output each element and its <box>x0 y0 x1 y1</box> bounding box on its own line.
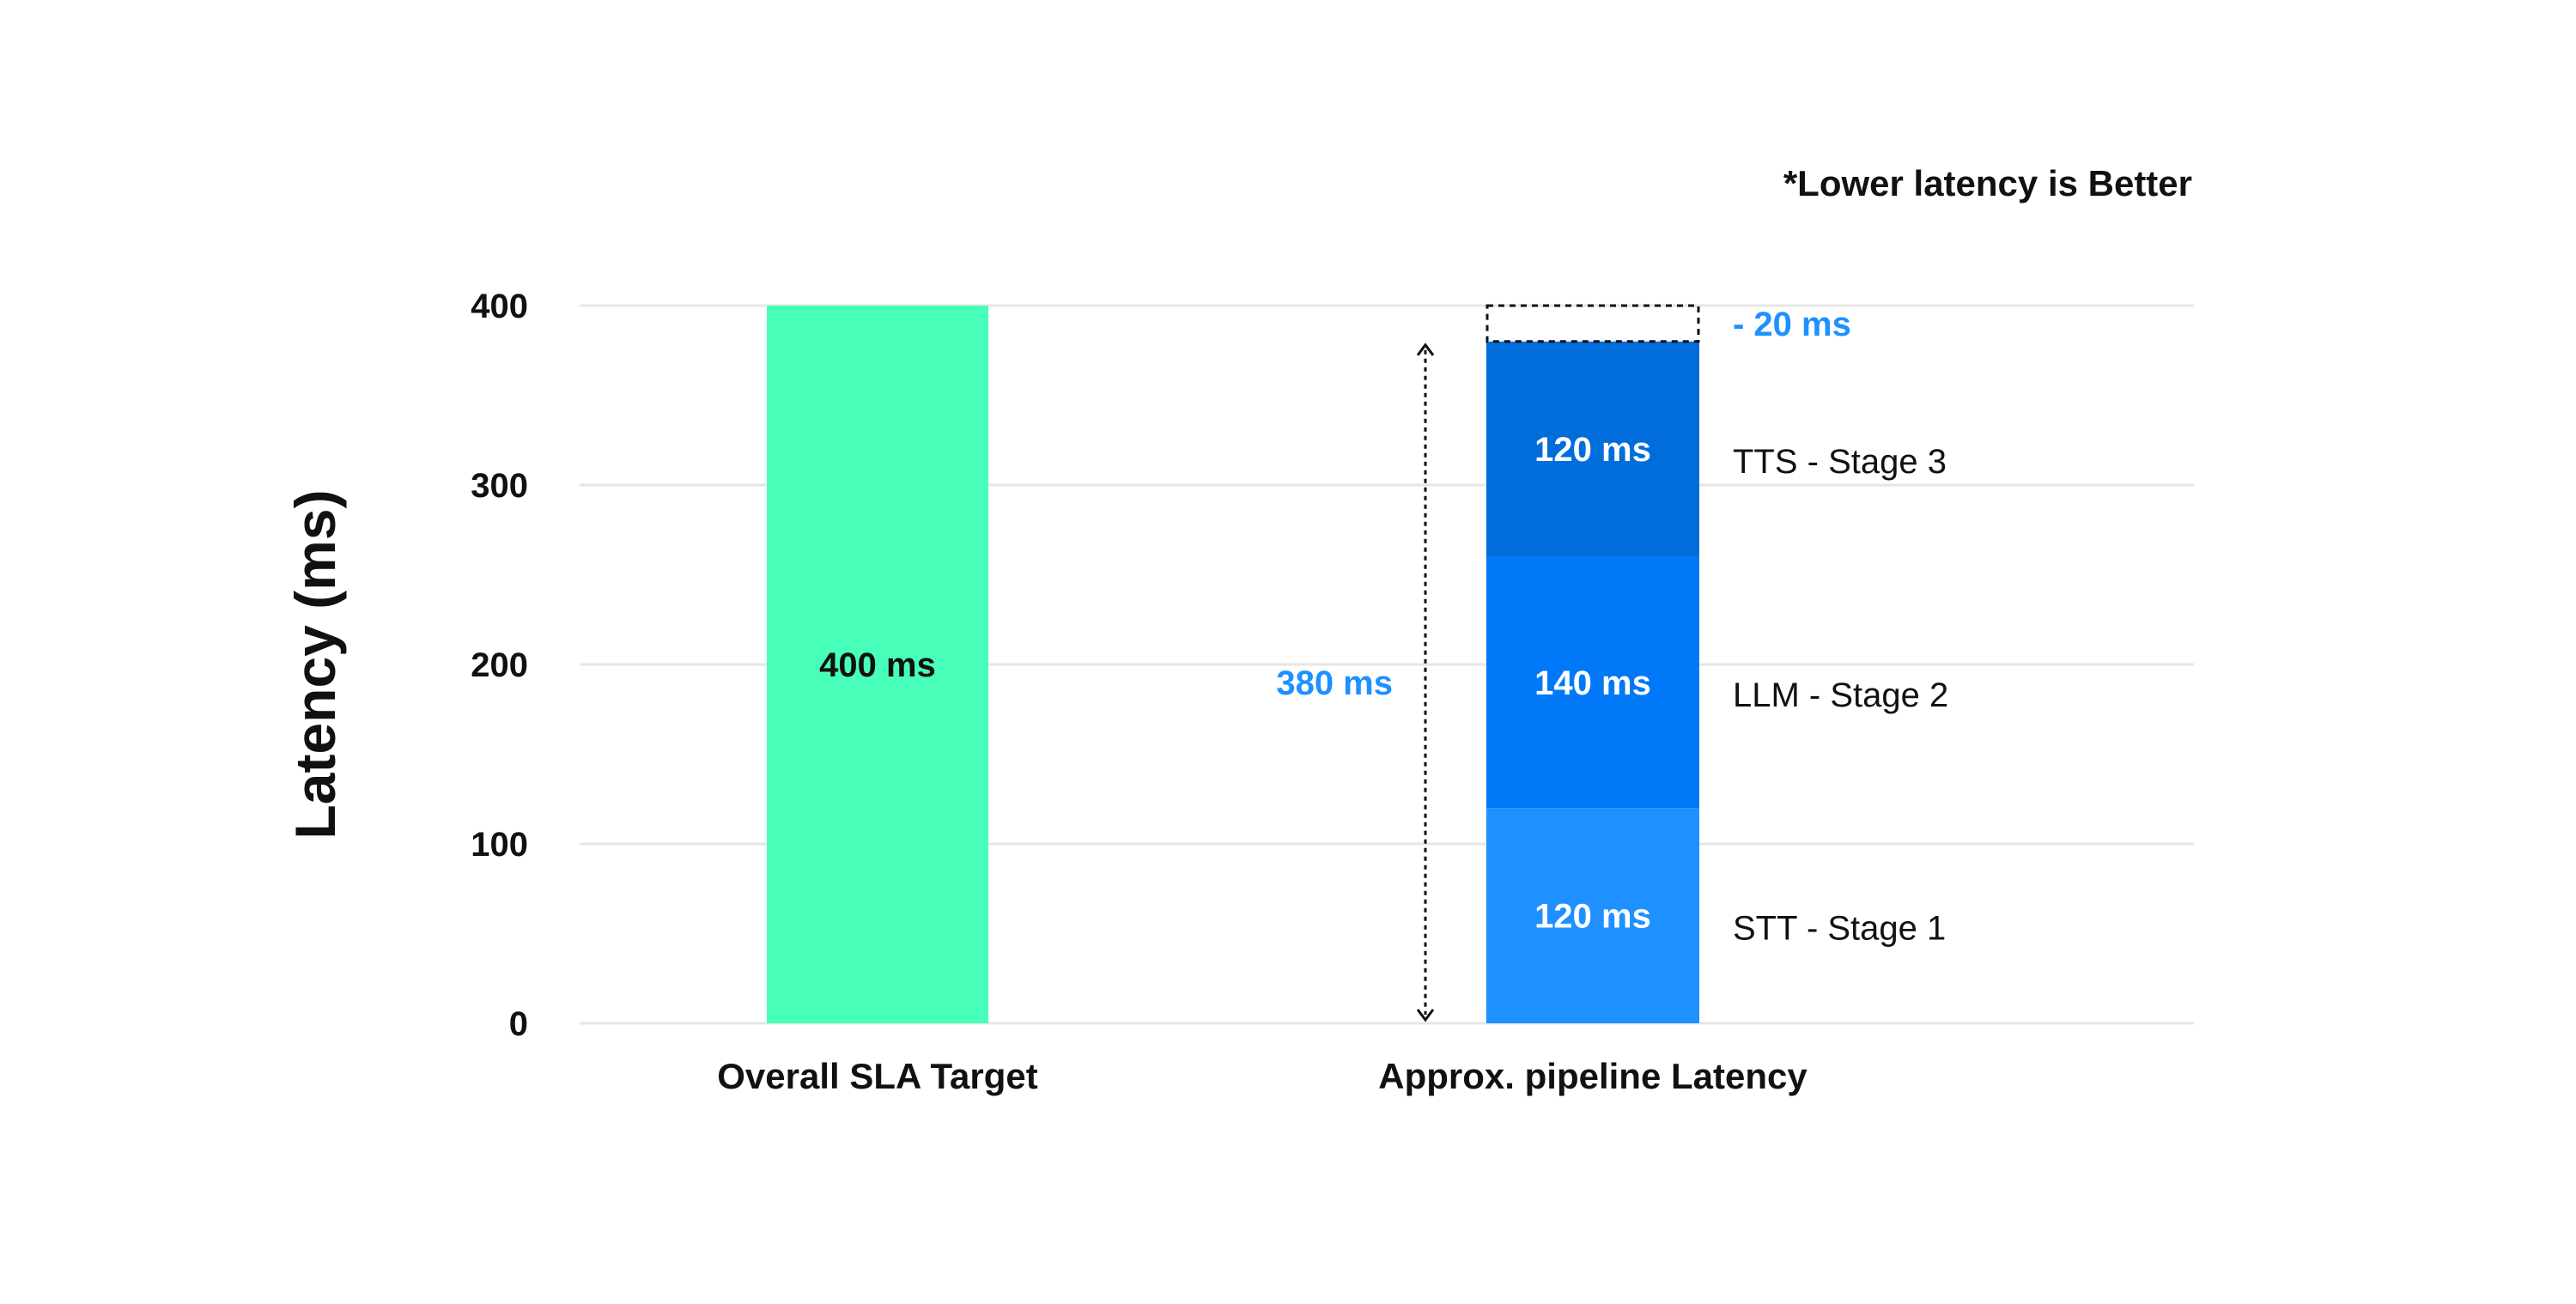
y-tick-label: 400 <box>471 288 528 325</box>
bar-layer <box>767 304 1700 1023</box>
label-layer: 0 100 200 300 400 Latency (ms) *Lower latency … <box>283 163 2192 1096</box>
target-bar <box>767 306 988 1023</box>
stage-segment-3 <box>1486 341 1699 557</box>
stage-value-label: 120 ms <box>1534 431 1651 469</box>
y-tick-label: 100 <box>471 826 528 864</box>
stage-name-label: TTS - Stage 3 <box>1733 443 1947 481</box>
stage-segment-2 <box>1486 556 1699 809</box>
y-axis-title: Latency (ms) <box>283 489 347 839</box>
total-arrow-head-down <box>1416 1009 1435 1022</box>
x-category-label: Overall SLA Target <box>717 1056 1037 1096</box>
target-bar-label: 400 ms <box>819 646 936 684</box>
savings-dashed-box <box>1485 304 1700 343</box>
total-label: 380 ms <box>1276 664 1393 702</box>
total-arrow-head-up <box>1416 343 1435 356</box>
y-tick-label: 0 <box>509 1005 528 1043</box>
chart-note: *Lower latency is Better <box>1783 163 2192 203</box>
stage-value-label: 120 ms <box>1534 898 1651 936</box>
stage-segment-1 <box>1486 808 1699 1023</box>
y-tick-label: 300 <box>471 467 528 505</box>
y-tick-label: 200 <box>471 646 528 684</box>
savings-label: - 20 ms <box>1733 306 1851 343</box>
stage-name-label: LLM - Stage 2 <box>1733 676 1948 714</box>
stage-value-label: 140 ms <box>1534 664 1651 702</box>
x-category-label: Approx. pipeline Latency <box>1378 1056 1807 1096</box>
stage-name-label: STT - Stage 1 <box>1733 910 1946 948</box>
